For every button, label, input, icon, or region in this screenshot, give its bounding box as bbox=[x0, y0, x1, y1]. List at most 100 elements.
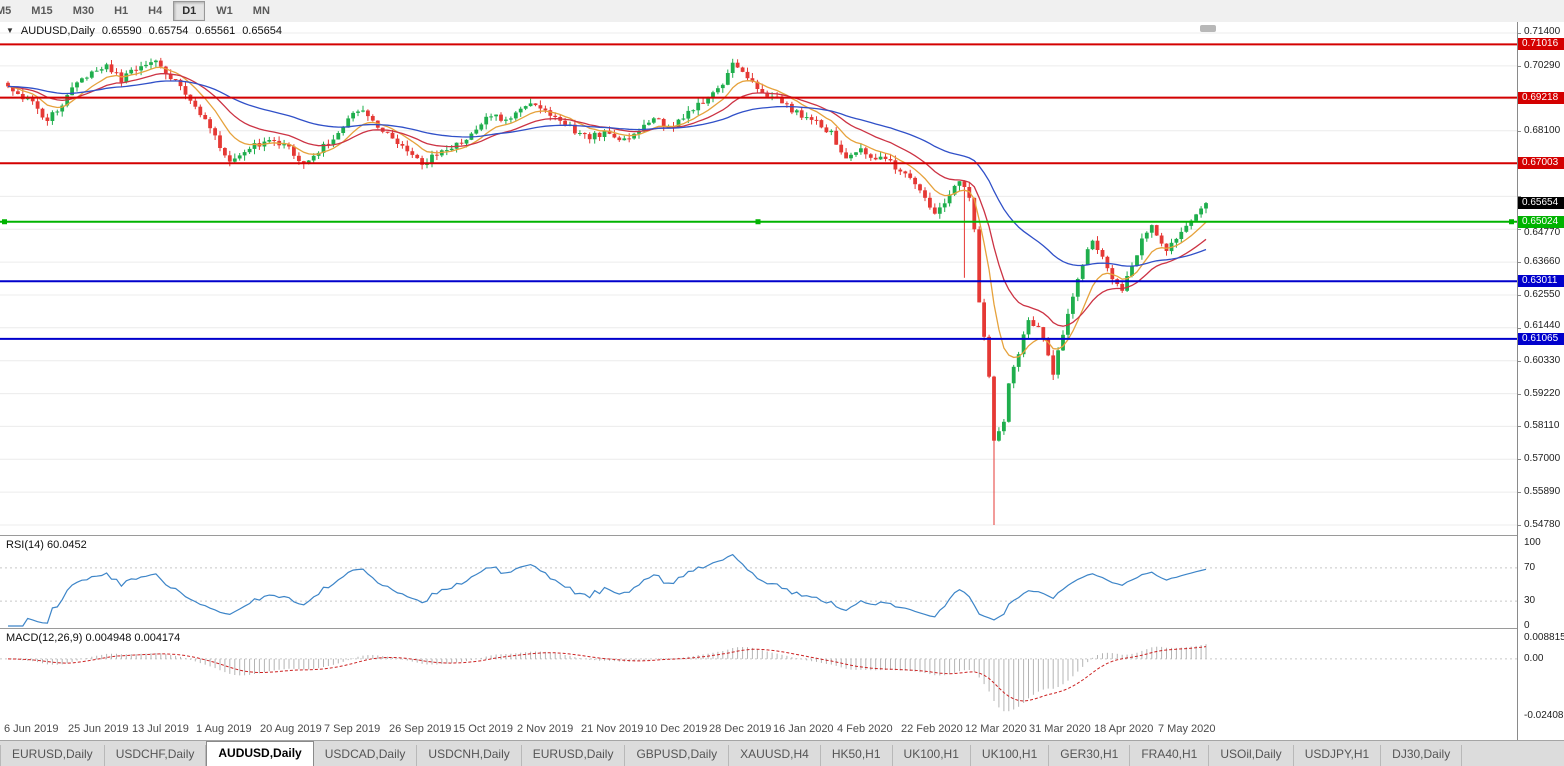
collapse-arrow-icon[interactable]: ▼ bbox=[6, 26, 14, 35]
price-tick-label: 0.68100 bbox=[1524, 124, 1561, 136]
price-tickmark bbox=[1518, 525, 1521, 526]
price-tickmark bbox=[1518, 229, 1521, 230]
rsi-tick-label: 100 bbox=[1524, 537, 1541, 548]
chart-tab-eurusd-daily[interactable]: EURUSD,Daily bbox=[0, 745, 105, 766]
price-tickmark bbox=[1518, 295, 1521, 296]
ohlc-close: 0.65654 bbox=[242, 25, 282, 37]
period-button-d1[interactable]: D1 bbox=[173, 1, 206, 21]
macd-tick-label: 0.00 bbox=[1524, 652, 1544, 664]
horizontal-levels-layer bbox=[0, 43, 1517, 340]
current-price-label: 0.65654 bbox=[1518, 197, 1564, 210]
price-axis[interactable]: 0.71400 0.70290 0.68100 0.64770 0.63660 0.625… bbox=[1517, 22, 1564, 740]
chart-tab-dj30-daily[interactable]: DJ30,Daily bbox=[1381, 745, 1463, 766]
price-tickmark bbox=[1518, 361, 1521, 362]
price-tickmark bbox=[1518, 459, 1521, 460]
chart-tab-hk50-h1[interactable]: HK50,H1 bbox=[820, 745, 893, 766]
price-tickmark bbox=[1518, 66, 1521, 67]
chart-tab-uk100-h1[interactable]: UK100,H1 bbox=[892, 745, 971, 766]
chart-area[interactable]: ▼ AUDUSD,Daily 0.65590 0.65754 0.65561 0… bbox=[0, 22, 1517, 740]
date-label: 2 Nov 2019 bbox=[517, 723, 574, 735]
date-label: 12 Mar 2020 bbox=[965, 723, 1027, 735]
date-axis[interactable]: 6 Jun 2019 25 Jun 2019 13 Jul 2019 1 Aug 20… bbox=[0, 718, 1517, 740]
line-handle[interactable] bbox=[2, 219, 7, 225]
price-tickmark bbox=[1518, 492, 1521, 493]
chart-tab-uk100-h1[interactable]: UK100,H1 bbox=[970, 745, 1050, 766]
ma-line-9 bbox=[7, 66, 1207, 359]
date-label: 16 Jan 2020 bbox=[773, 723, 834, 735]
chart-tab-usdchf-daily[interactable]: USDCHF,Daily bbox=[104, 745, 207, 766]
date-label: 15 Oct 2019 bbox=[453, 723, 513, 735]
ohlc-high: 0.65754 bbox=[148, 25, 189, 37]
line-handle[interactable] bbox=[755, 219, 761, 225]
price-tickmark bbox=[1518, 33, 1521, 34]
price-level-label-0.65024: 0.65024 bbox=[1518, 215, 1564, 228]
period-button-h1[interactable]: H1 bbox=[114, 5, 129, 17]
macd-histogram bbox=[12, 644, 1207, 712]
price-tick-label: 0.54780 bbox=[1524, 519, 1561, 530]
date-label: 26 Sep 2019 bbox=[389, 723, 452, 735]
price-tick-label: 0.70290 bbox=[1524, 59, 1561, 71]
price-tick-label: 0.64770 bbox=[1524, 227, 1561, 239]
rsi-tick-label: 30 bbox=[1524, 595, 1536, 607]
price-tick-label: 0.63660 bbox=[1524, 256, 1561, 268]
ohlc-open: 0.65590 bbox=[101, 25, 142, 37]
chart-tab-eurusd-daily[interactable]: EURUSD,Daily bbox=[521, 745, 626, 766]
macd-tick-label: 0.008815 bbox=[1524, 632, 1564, 643]
chart-tab-bar: EURUSD,Daily USDCHF,Daily AUDUSD,Daily USDC… bbox=[0, 740, 1564, 766]
line-handle[interactable] bbox=[1509, 219, 1514, 225]
chart-tab-usdjpy-h1[interactable]: USDJPY,H1 bbox=[1293, 745, 1382, 766]
date-label: 7 Sep 2019 bbox=[324, 723, 381, 735]
rsi-tick-label: 70 bbox=[1524, 561, 1536, 573]
date-label: 20 Aug 2019 bbox=[260, 723, 322, 735]
price-tick-label: 0.59220 bbox=[1524, 387, 1561, 399]
candlestick-chart[interactable] bbox=[0, 22, 1517, 740]
price-tick-label: 0.57000 bbox=[1524, 453, 1561, 465]
ma-line-20 bbox=[7, 73, 1207, 327]
date-label: 7 May 2020 bbox=[1158, 723, 1216, 735]
chart-tab-ger30-h1[interactable]: GER30,H1 bbox=[1049, 745, 1131, 766]
price-level-label-0.71016: 0.71016 bbox=[1518, 38, 1564, 51]
chart-tab-usdcad-daily[interactable]: USDCAD,Daily bbox=[313, 745, 418, 766]
period-button-m30[interactable]: M30 bbox=[72, 5, 95, 17]
chart-tab-gbpusd-daily[interactable]: GBPUSD,Daily bbox=[625, 745, 730, 766]
macd-tick-label: -0.024082 bbox=[1524, 710, 1564, 721]
chart-tab-audusd-daily[interactable]: AUDUSD,Daily bbox=[206, 741, 314, 766]
date-label: 1 Aug 2019 bbox=[196, 723, 252, 735]
date-label: 13 Jul 2019 bbox=[132, 723, 189, 735]
period-button-m15[interactable]: M15 bbox=[31, 5, 53, 17]
ohlc-low: 0.65561 bbox=[195, 25, 236, 37]
date-label: 31 Mar 2020 bbox=[1029, 723, 1091, 735]
price-tick-label: 0.71400 bbox=[1524, 25, 1561, 37]
rsi-line bbox=[8, 553, 1207, 627]
date-label: 18 Apr 2020 bbox=[1094, 723, 1154, 735]
price-level-label-0.69218: 0.69218 bbox=[1518, 91, 1564, 104]
price-tick-label: 0.60330 bbox=[1524, 354, 1561, 366]
ma-line-50 bbox=[7, 80, 1207, 267]
chart-tab-usdcnh-daily[interactable]: USDCNH,Daily bbox=[417, 745, 522, 766]
rsi-tick-label: 0 bbox=[1524, 620, 1530, 631]
period-button-h4[interactable]: H4 bbox=[148, 5, 163, 17]
price-tickmark bbox=[1518, 426, 1521, 427]
price-level-label-0.63011: 0.63011 bbox=[1518, 275, 1564, 288]
price-tickmark bbox=[1518, 328, 1521, 329]
chart-tab-fra40-h1[interactable]: FRA40,H1 bbox=[1130, 745, 1210, 766]
chart-tab-usoil-daily[interactable]: USOil,Daily bbox=[1209, 745, 1294, 766]
price-level-label-0.67003: 0.67003 bbox=[1518, 157, 1564, 170]
timeframe-toolbar: M5 M15 M30 H1 H4 D1 W1 MN bbox=[0, 0, 1564, 23]
chart-header: ▼ AUDUSD,Daily 0.65590 0.65754 0.65561 0… bbox=[6, 25, 282, 37]
price-tickmark bbox=[1518, 196, 1521, 197]
date-label: 4 Feb 2020 bbox=[837, 723, 893, 735]
date-label: 21 Nov 2019 bbox=[581, 723, 644, 735]
date-label: 10 Dec 2019 bbox=[645, 723, 708, 735]
price-tickmark bbox=[1518, 394, 1521, 395]
price-level-label-0.61065: 0.61065 bbox=[1518, 332, 1564, 345]
period-button-mn[interactable]: MN bbox=[252, 5, 270, 17]
date-label: 6 Jun 2019 bbox=[4, 723, 59, 735]
rsi-pane bbox=[0, 553, 1517, 627]
price-tick-label: 0.62550 bbox=[1524, 289, 1561, 300]
period-button-m5[interactable]: M5 bbox=[0, 5, 12, 17]
date-label: 28 Dec 2019 bbox=[709, 723, 772, 735]
period-button-w1[interactable]: W1 bbox=[216, 5, 233, 17]
price-tickmark bbox=[1518, 262, 1521, 263]
chart-tab-xauusd-h4[interactable]: XAUUSD,H4 bbox=[729, 745, 821, 766]
